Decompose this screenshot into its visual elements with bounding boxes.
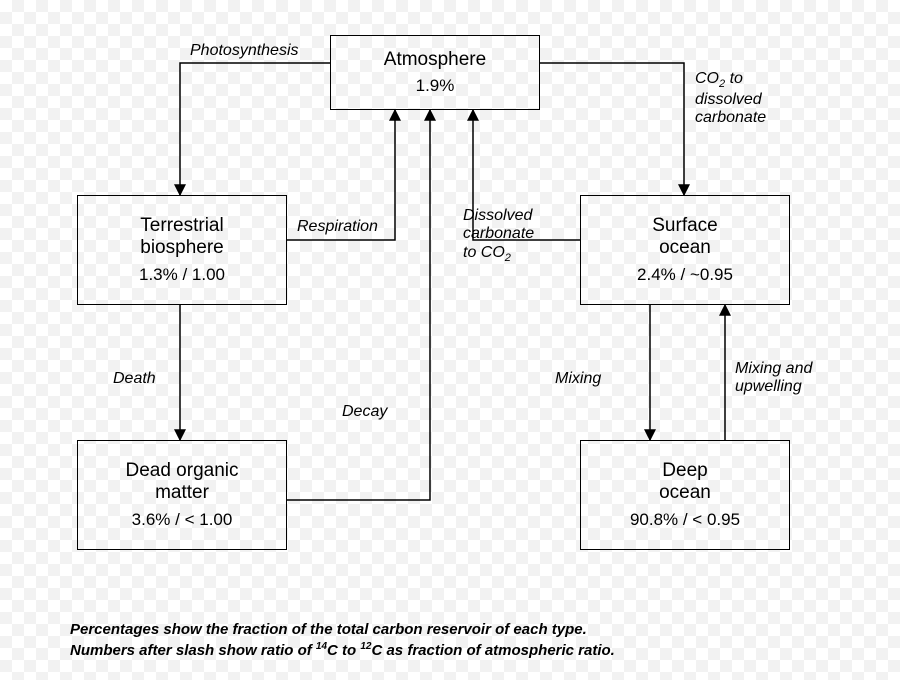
node-surface-ocean-value: 2.4% / ~0.95 <box>587 265 783 285</box>
label-respiration: Respiration <box>297 218 378 236</box>
node-deep-ocean: Deepocean 90.8% / < 0.95 <box>580 440 790 550</box>
node-atmosphere: Atmosphere 1.9% <box>330 35 540 110</box>
caption: Percentages show the fraction of the tot… <box>70 620 615 662</box>
caption-line2: Numbers after slash show ratio of 14C to… <box>70 640 615 661</box>
node-terrestrial-title: Terrestrialbiosphere <box>84 215 280 259</box>
node-deep-ocean-value: 90.8% / < 0.95 <box>587 510 783 530</box>
node-surface-ocean: Surfaceocean 2.4% / ~0.95 <box>580 195 790 305</box>
label-decay: Decay <box>342 403 387 421</box>
label-mixing-up: Mixing andupwelling <box>735 360 812 397</box>
node-atmosphere-value: 1.9% <box>337 76 533 96</box>
label-mixing-down: Mixing <box>555 370 601 388</box>
diagram-canvas: Atmosphere 1.9% Terrestrialbiosphere 1.3… <box>0 0 900 680</box>
node-terrestrial-value: 1.3% / 1.00 <box>84 265 280 285</box>
node-deep-ocean-title: Deepocean <box>587 460 783 504</box>
node-dead-matter-title: Dead organicmatter <box>84 460 280 504</box>
label-death: Death <box>113 370 156 388</box>
caption-line1: Percentages show the fraction of the tot… <box>70 620 615 640</box>
label-co2-to-dissolved: CO2 todissolvedcarbonate <box>695 70 766 128</box>
node-dead-organic-matter: Dead organicmatter 3.6% / < 1.00 <box>77 440 287 550</box>
node-atmosphere-title: Atmosphere <box>337 49 533 71</box>
label-dissolved-to-co2: Dissolvedcarbonateto CO2 <box>463 207 534 265</box>
node-terrestrial-biosphere: Terrestrialbiosphere 1.3% / 1.00 <box>77 195 287 305</box>
label-photosynthesis: Photosynthesis <box>190 42 299 60</box>
node-dead-matter-value: 3.6% / < 1.00 <box>84 510 280 530</box>
node-surface-ocean-title: Surfaceocean <box>587 215 783 259</box>
